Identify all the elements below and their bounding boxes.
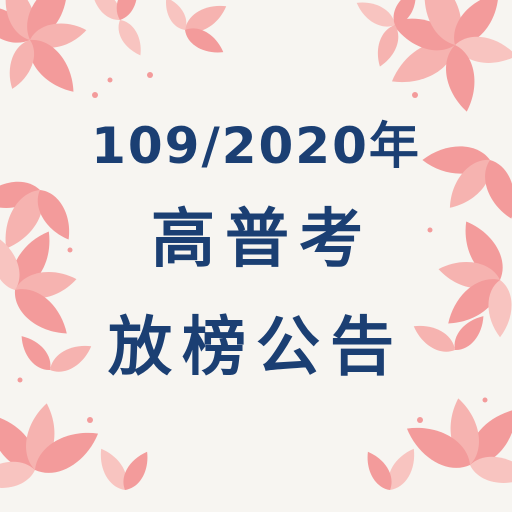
leaf-cluster-top-right [352, 0, 512, 223]
notice-title: 放榜公告 [108, 311, 404, 385]
year-title: 109/2020年 [91, 117, 421, 175]
leaf-cluster-bottom-right [360, 396, 512, 495]
leaf-cluster-bottom-left [0, 401, 155, 495]
exam-title: 高普考 [151, 203, 373, 277]
decor-dots [17, 72, 488, 423]
